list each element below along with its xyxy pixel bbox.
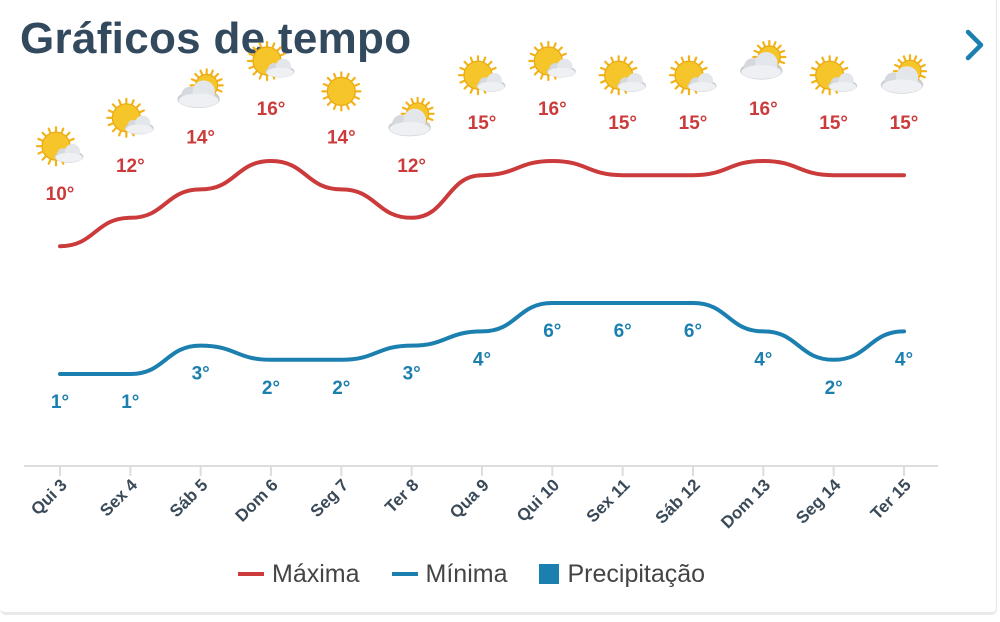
x-tick-label: Sáb 12: [652, 475, 704, 527]
x-tick-label: Dom 13: [717, 475, 774, 532]
series-max-line: [58, 158, 906, 249]
legend-max-label: Máxima: [272, 559, 360, 588]
min-data-label: 4°: [895, 349, 913, 370]
max-data-label: 10°: [46, 184, 75, 205]
partly-cloudy-icon: [528, 40, 576, 82]
max-data-label: 16°: [749, 99, 778, 120]
partly-cloudy-icon: [668, 55, 717, 96]
legend-min-swatch: [391, 572, 418, 576]
max-data-label: 14°: [186, 127, 215, 148]
x-tick-label: Sex 11: [583, 475, 634, 526]
partly-cloudy-icon: [457, 55, 506, 96]
series-min-line: [58, 300, 906, 377]
min-data-label: 6°: [614, 321, 632, 342]
partly-cloudy-icon: [106, 97, 154, 138]
legend-max-swatch: [238, 572, 264, 576]
min-data-label: 3°: [403, 364, 421, 385]
x-tick-label: Seg 7: [307, 475, 353, 521]
max-data-label: 12°: [116, 156, 145, 177]
sunny-icon: [321, 71, 362, 112]
x-tick-label: Qui 3: [27, 475, 70, 518]
min-data-label: 2°: [262, 378, 280, 399]
mostly-cloudy-icon: [880, 54, 928, 94]
min-data-label: 6°: [543, 321, 561, 342]
max-data-label: 15°: [468, 113, 497, 134]
chart-legend: Máxima Mínima Precipitação: [238, 558, 737, 590]
max-data-label: 16°: [257, 99, 286, 120]
partly-cloudy-icon: [35, 126, 84, 167]
x-tick-label: Seg 14: [792, 475, 845, 528]
legend-max[interactable]: Máxima: [238, 560, 360, 589]
legend-precip-label: Precipitação: [567, 559, 706, 588]
max-data-label: 15°: [819, 113, 848, 134]
partly-cloudy-icon: [246, 40, 295, 82]
temperature-chart: 10° 12° 14° 16° 14° 12° 15° 16° 15° 15° 16° 15° 15° 1…: [24, 39, 938, 532]
mostly-cloudy-icon: [388, 96, 435, 137]
page-title: Gráficos de tempo: [20, 14, 412, 63]
max-data-label: 15°: [608, 113, 637, 134]
x-tick-label: Sex 4: [96, 475, 141, 520]
min-data-label: 1°: [51, 392, 69, 413]
max-data-label: 15°: [679, 113, 708, 134]
x-tick-label: Dom 6: [232, 475, 282, 525]
partly-cloudy-icon: [598, 55, 647, 96]
legend-precip-swatch: [539, 564, 560, 584]
x-tick-label: Qua 9: [446, 475, 493, 522]
legend-min[interactable]: Mínima: [391, 559, 508, 589]
x-tick-label: Sáb 5: [166, 475, 212, 521]
chevron-right-icon[interactable]: [962, 28, 988, 62]
min-data-label: 1°: [121, 392, 139, 413]
mostly-cloudy-icon: [177, 68, 224, 108]
legend-precip[interactable]: Precipitação: [539, 560, 705, 589]
partly-cloudy-icon: [809, 55, 858, 96]
legend-min-label: Mínima: [425, 559, 508, 588]
x-tick-label: Qui 10: [513, 475, 563, 525]
min-data-label: 2°: [825, 378, 843, 399]
max-data-label: 15°: [890, 113, 919, 134]
max-data-label: 12°: [397, 156, 426, 177]
min-data-label: 4°: [473, 349, 491, 370]
mostly-cloudy-icon: [740, 39, 787, 80]
x-tick-label: Ter 8: [381, 475, 422, 516]
max-data-label: 16°: [538, 99, 567, 120]
max-data-label: 14°: [327, 127, 356, 148]
x-tick-label: Ter 15: [867, 475, 915, 523]
min-data-label: 3°: [192, 364, 210, 385]
min-data-label: 6°: [684, 321, 702, 342]
min-data-label: 4°: [754, 349, 772, 370]
min-data-label: 2°: [332, 378, 350, 399]
